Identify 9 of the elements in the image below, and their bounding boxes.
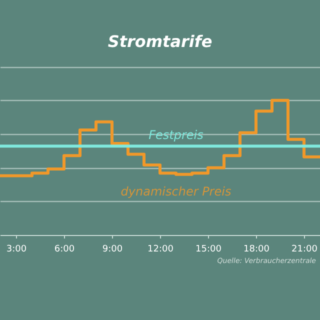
x-tick-label: 21:00 xyxy=(292,244,318,254)
x-tick-label: 9:00 xyxy=(102,244,123,254)
x-tick-label: 15:00 xyxy=(196,244,222,254)
x-tick-label: 12:00 xyxy=(148,244,174,254)
series-label: dynamischer Preis xyxy=(120,184,232,199)
x-tick-label: 18:00 xyxy=(244,244,270,254)
chart-title: Stromtarife xyxy=(108,32,212,51)
x-tick-label: 6:00 xyxy=(54,244,75,254)
x-tick-label: 3:00 xyxy=(6,244,27,254)
